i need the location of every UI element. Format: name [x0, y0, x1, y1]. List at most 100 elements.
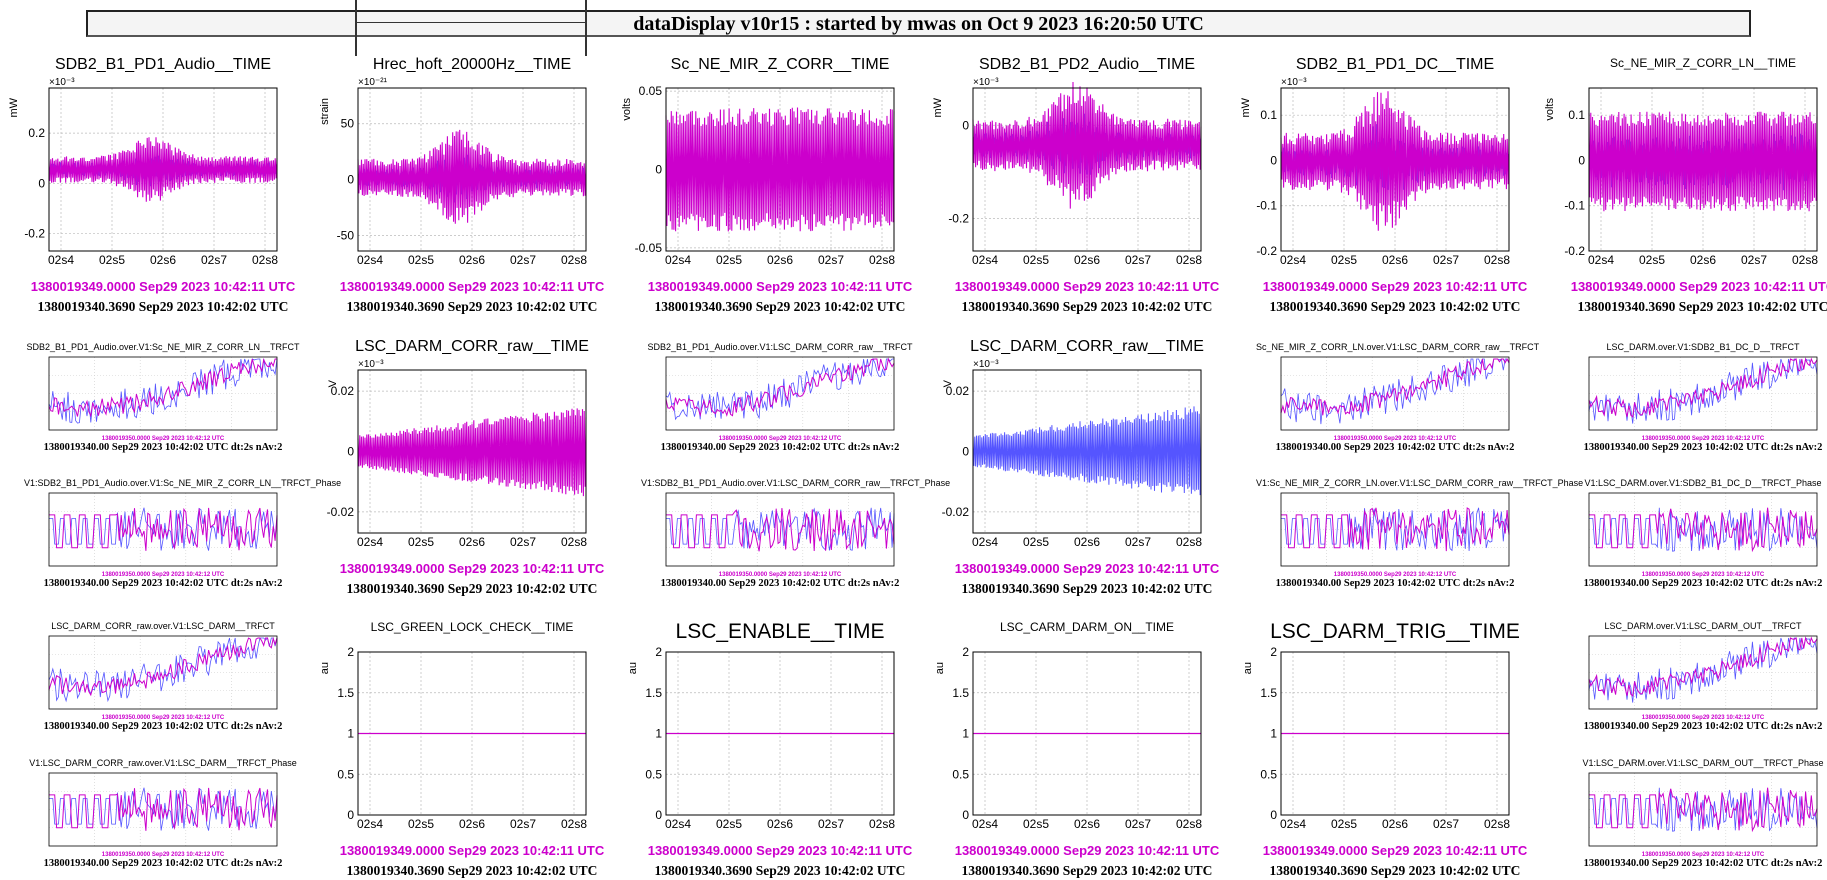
y-tick-label: 0	[1270, 808, 1277, 822]
x-tick-label: 02s4	[1588, 253, 1614, 267]
time-reference: 1380019340.00 Sep29 2023 10:42:02 UTC dt…	[1583, 442, 1823, 453]
panel-title: LSC_DARM_CORR_raw__TIME	[970, 338, 1204, 355]
time-reference: 1380019340.3690 Sep29 2023 10:42:02 UTC	[346, 581, 598, 596]
y-tick-label: 1.5	[645, 686, 662, 700]
time-primary: 1380019350.0000 Sep29 2023 10:42:12 UTC	[718, 436, 842, 442]
reference-series	[1588, 358, 1818, 424]
y-tick-label: 0.02	[946, 384, 970, 398]
time-reference: 1380019340.3690 Sep29 2023 10:42:02 UTC	[1577, 299, 1827, 314]
plot-frame	[1588, 87, 1818, 252]
y-tick-label: 0	[962, 808, 969, 822]
y-tick-label: 0	[347, 173, 354, 187]
y-tick-label: 0.5	[1260, 767, 1277, 781]
reference-series	[972, 406, 1202, 496]
y-tick-label: 0	[38, 176, 45, 190]
y-tick-label: 1	[347, 727, 354, 741]
y-tick-label: 0	[1270, 153, 1277, 167]
panel-title: LSC_DARM_TRIG__TIME	[1270, 620, 1520, 643]
x-tick-label: 02s4	[357, 817, 383, 831]
time-series-plot: 02s4 02s5 02s6 02s7 02s8 0.05 0 -0.05 volts	[621, 84, 895, 267]
x-tick-label: 02s8	[1176, 253, 1202, 267]
axis-exponent: ×10⁻³	[1281, 77, 1307, 88]
x-tick-label: 02s5	[716, 817, 742, 831]
time-primary: 1380019350.0000 Sep29 2023 10:42:12 UTC	[1641, 852, 1765, 858]
spectrum-plot	[1588, 492, 1818, 567]
panel-title: V1:SDB2_B1_PD1_Audio.over.V1:Sc_NE_MIR_Z…	[24, 478, 342, 488]
panel-title: LSC_DARM.over.V1:SDB2_B1_DC_D__TRFCT	[1606, 342, 1800, 352]
panel-title: LSC_ENABLE__TIME	[675, 620, 885, 643]
plot-frame	[48, 87, 278, 252]
x-tick-label: 02s4	[357, 253, 383, 267]
y-tick-label: 0.1	[1568, 108, 1585, 122]
time-series-plot: 02s4 02s5 02s6 02s7 02s8 2 1.5 1 0.5 0 au	[319, 645, 587, 831]
plot-frame	[1588, 492, 1818, 567]
time-primary: 1380019350.0000 Sep29 2023 10:42:12 UTC	[101, 436, 225, 442]
x-tick-label: 02s6	[767, 817, 793, 831]
panel-title: Sc_NE_MIR_Z_CORR_LN.over.V1:LSC_DARM_COR…	[1256, 342, 1540, 352]
panel-title: SDB2_B1_PD2_Audio__TIME	[978, 56, 1196, 73]
reference-series	[49, 787, 278, 831]
axis-exponent: ×10⁻³	[358, 359, 384, 370]
plot-frame	[665, 356, 895, 431]
x-tick-label: 02s7	[1741, 253, 1767, 267]
y-tick-label: -0.2	[1256, 244, 1277, 258]
y-tick-label: 1	[1270, 727, 1277, 741]
panel-title: V1:LSC_DARM_CORR_raw.over.V1:LSC_DARM__T…	[29, 758, 297, 768]
spectrum-plot	[665, 356, 895, 431]
window-title: dataDisplay v10r15 : started by mwas on …	[633, 13, 1204, 35]
reference-series	[665, 357, 894, 421]
x-tick-label: 02s4	[665, 817, 691, 831]
plot-frame	[972, 369, 1202, 534]
x-tick-label: 02s7	[510, 253, 536, 267]
x-tick-label: 02s5	[408, 817, 434, 831]
x-tick-label: 02s7	[1125, 535, 1151, 549]
x-tick-label: 02s4	[972, 817, 998, 831]
x-tick-label: 02s7	[1433, 817, 1459, 831]
window-title-bar: dataDisplay v10r15 : started by mwas on …	[86, 10, 1751, 37]
y-tick-label: 0	[655, 808, 662, 822]
time-series-plot: 02s4 02s5 02s6 02s7 02s8 0.1 0 -0.1 -0.2 volts	[1544, 87, 1818, 267]
x-tick-label: 02s5	[1639, 253, 1665, 267]
spectrum-plot	[1588, 356, 1818, 431]
x-tick-label: 02s4	[665, 253, 691, 267]
y-tick-label: -0.2	[24, 226, 45, 240]
time-reference: 1380019340.00 Sep29 2023 10:42:02 UTC dt…	[1583, 721, 1823, 732]
time-series-plot: 02s4 02s5 02s6 02s7 02s8 0.2 0 -0.2 mW ×10⁻³	[8, 77, 278, 267]
x-tick-label: 02s6	[1382, 817, 1408, 831]
y-tick-label: 0	[1578, 153, 1585, 167]
y-tick-label: 0	[655, 163, 662, 177]
time-primary: 1380019350.0000 Sep29 2023 10:42:12 UTC	[101, 572, 225, 578]
x-tick-label: 02s7	[510, 535, 536, 549]
x-tick-label: 02s5	[99, 253, 125, 267]
x-tick-label: 02s6	[1382, 253, 1408, 267]
primary-series	[972, 81, 1202, 209]
time-reference: 1380019340.00 Sep29 2023 10:42:02 UTC dt…	[660, 578, 900, 589]
x-tick-label: 02s8	[869, 817, 895, 831]
x-tick-label: 02s5	[408, 535, 434, 549]
y-tick-label: 0	[347, 808, 354, 822]
y-axis-label: strain	[319, 98, 331, 125]
y-axis-label: V	[942, 379, 954, 387]
plot-frame	[1280, 356, 1510, 431]
time-primary: 1380019349.0000 Sep29 2023 10:42:11 UTC	[339, 561, 605, 576]
time-reference: 1380019340.3690 Sep29 2023 10:42:02 UTC	[346, 299, 598, 314]
x-tick-label: 02s6	[1074, 817, 1100, 831]
time-primary: 1380019349.0000 Sep29 2023 10:42:11 UTC	[954, 843, 1220, 858]
primary-series	[357, 408, 587, 497]
x-tick-label: 02s4	[48, 253, 74, 267]
time-primary: 1380019349.0000 Sep29 2023 10:42:11 UTC	[1262, 843, 1528, 858]
primary-series	[1280, 357, 1510, 416]
x-tick-label: 02s8	[561, 253, 587, 267]
y-tick-label: 0	[347, 445, 354, 459]
time-primary: 1380019350.0000 Sep29 2023 10:42:12 UTC	[718, 572, 842, 578]
primary-series	[1588, 357, 1818, 418]
time-reference: 1380019340.3690 Sep29 2023 10:42:02 UTC	[654, 863, 906, 878]
x-tick-label: 02s8	[1484, 817, 1510, 831]
plot-frame	[357, 651, 587, 816]
x-tick-label: 02s5	[1331, 817, 1357, 831]
title-decoration	[585, 0, 587, 56]
y-tick-label: -0.1	[1256, 199, 1277, 213]
spectrum-plot	[48, 356, 278, 431]
plot-frame	[357, 87, 587, 252]
x-tick-label: 02s8	[1176, 535, 1202, 549]
